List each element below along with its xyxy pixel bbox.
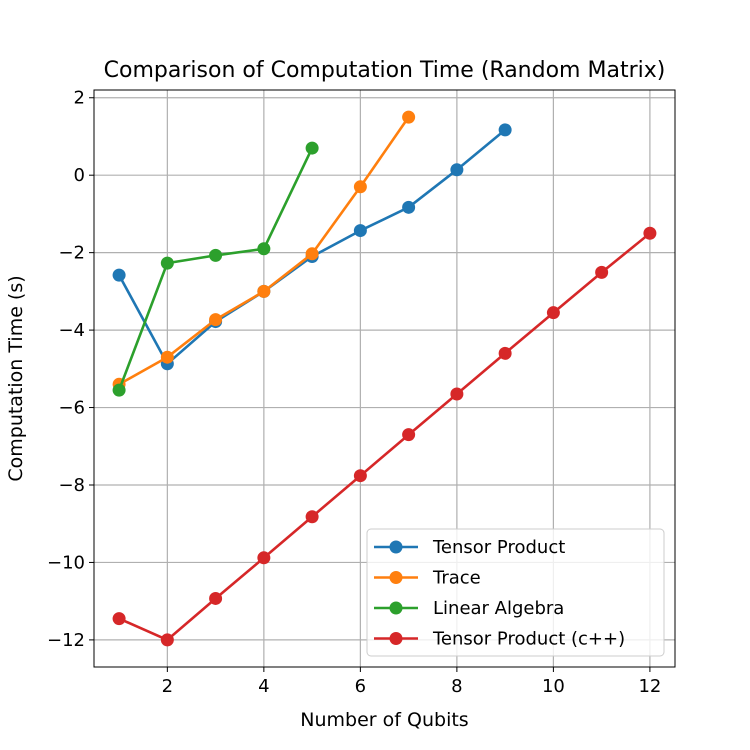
data-point	[498, 346, 512, 360]
data-point	[209, 248, 223, 262]
data-point	[112, 383, 126, 397]
data-point	[450, 163, 464, 177]
data-point	[305, 141, 319, 155]
legend: Tensor Product Trace Linear Algebra Tensor …	[366, 528, 665, 657]
legend-marker	[389, 540, 403, 554]
x-tick-label: 6	[355, 676, 366, 697]
data-point	[402, 200, 416, 214]
chart-title: Comparison of Computation Time (Random M…	[104, 58, 666, 83]
data-point	[257, 551, 271, 565]
legend-marker	[389, 571, 403, 584]
data-point	[402, 428, 416, 442]
y-tick-label: −12	[47, 630, 85, 651]
x-tick-label: 10	[542, 676, 565, 697]
y-axis-label: Computation Time (s)	[5, 275, 27, 481]
series-group	[112, 110, 657, 647]
data-point	[112, 268, 126, 282]
x-tick-label: 8	[451, 676, 462, 697]
data-point	[160, 350, 174, 364]
data-point	[595, 265, 609, 279]
x-tick-label: 4	[258, 676, 269, 697]
data-point	[353, 224, 367, 238]
data-point	[402, 110, 416, 124]
data-point	[160, 633, 174, 647]
x-tick-label: 2	[162, 676, 173, 697]
legend-entry: Trace	[374, 568, 481, 589]
legend-marker	[389, 632, 403, 645]
legend-marker	[389, 601, 403, 615]
legend-entries: Tensor Product Trace Linear Algebra Tensor …	[374, 537, 625, 650]
data-point	[257, 284, 271, 298]
y-tick-label: 2	[74, 88, 85, 109]
legend-label: Trace	[432, 568, 481, 589]
y-tick-label: 0	[74, 165, 85, 186]
series-linear-algebra	[112, 141, 319, 397]
series-tensor-product-c	[112, 226, 657, 647]
legend-label: Linear Algebra	[433, 598, 564, 619]
data-point	[353, 180, 367, 194]
legend-label: Tensor Product (c++)	[432, 629, 625, 650]
data-point	[305, 247, 319, 261]
series-line	[118, 232, 651, 642]
data-point	[498, 123, 512, 137]
data-point	[112, 612, 126, 626]
data-point	[450, 387, 464, 401]
data-point	[257, 242, 271, 256]
y-tick-label: −2	[58, 243, 85, 264]
legend-entry: Tensor Product	[374, 537, 565, 558]
data-point	[209, 313, 223, 327]
y-tick-label: −10	[47, 552, 85, 573]
plot-frame	[93, 89, 676, 668]
data-point	[209, 591, 223, 605]
legend-entry: Linear Algebra	[374, 598, 564, 619]
x-tick-label: 12	[638, 676, 661, 697]
data-point	[546, 306, 560, 320]
y-tick-label: −6	[58, 398, 85, 419]
legend-entry: Tensor Product (c++)	[374, 629, 625, 650]
x-axis-label: Number of Qubits	[300, 709, 468, 731]
data-point	[353, 469, 367, 483]
legend-box	[366, 528, 665, 657]
data-point	[643, 226, 657, 240]
y-tick-label: −8	[58, 475, 85, 496]
x-axis: 2 4 6 8 10 12	[162, 667, 661, 697]
legend-label: Tensor Product	[432, 537, 565, 558]
data-point	[305, 510, 319, 524]
y-tick-label: −4	[58, 320, 85, 341]
data-point	[160, 256, 174, 270]
series-trace	[112, 110, 416, 391]
y-axis: 2 0 −2 −4 −6 −8 −10 −12	[47, 88, 94, 651]
